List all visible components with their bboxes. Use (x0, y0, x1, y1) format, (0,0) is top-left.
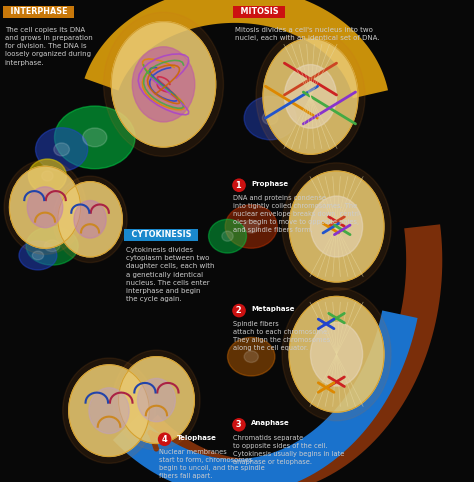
Text: Prophase: Prophase (251, 181, 288, 187)
Text: Cytokinesis divides
cytoplasm between two
daughter cells, each with
a geneticall: Cytokinesis divides cytoplasm between tw… (126, 247, 214, 302)
Ellipse shape (36, 128, 88, 171)
Ellipse shape (42, 171, 53, 181)
Ellipse shape (225, 205, 277, 248)
Ellipse shape (282, 288, 391, 421)
Ellipse shape (9, 166, 81, 248)
Ellipse shape (244, 220, 259, 233)
Ellipse shape (113, 350, 200, 450)
Ellipse shape (103, 13, 223, 156)
Text: DNA and proteins condense
into tightly coiled chromosomes. The
nuclear envelope : DNA and proteins condense into tightly c… (233, 195, 362, 233)
Text: INTERPHASE: INTERPHASE (5, 7, 73, 16)
Ellipse shape (54, 143, 69, 156)
Text: CYTOKINESIS: CYTOKINESIS (126, 230, 197, 240)
Ellipse shape (58, 182, 122, 257)
Text: Nuclear membranes
start to form, chromosomes
begin to uncoil, and the spindle
fi: Nuclear membranes start to form, chromos… (159, 449, 264, 479)
Text: Telophase: Telophase (177, 435, 217, 441)
Text: MITOSIS: MITOSIS (235, 7, 284, 16)
Ellipse shape (28, 159, 66, 193)
Text: Anaphase: Anaphase (251, 420, 290, 426)
Ellipse shape (222, 231, 233, 241)
Ellipse shape (284, 65, 337, 128)
Text: Chromatids separate
to opposite sides of the cell.
Cytokinesis usually begins in: Chromatids separate to opposite sides of… (233, 435, 345, 465)
Ellipse shape (228, 337, 275, 376)
Ellipse shape (310, 196, 363, 257)
Ellipse shape (74, 201, 106, 238)
Text: 4: 4 (159, 435, 171, 444)
Text: Spindle fibers
attach to each chromosome.
They align the chromosomes
along the c: Spindle fibers attach to each chromosome… (233, 321, 330, 350)
Ellipse shape (263, 39, 358, 154)
Ellipse shape (63, 358, 155, 463)
Ellipse shape (4, 160, 86, 254)
Ellipse shape (209, 219, 246, 253)
Ellipse shape (310, 322, 363, 386)
Ellipse shape (83, 128, 107, 147)
Text: 3: 3 (233, 420, 245, 429)
Ellipse shape (262, 111, 278, 124)
Ellipse shape (55, 106, 135, 169)
Ellipse shape (118, 357, 194, 443)
Ellipse shape (244, 96, 296, 140)
Ellipse shape (282, 163, 391, 290)
Text: The cell copies its DNA
and grows in preparation
for division. The DNA is
loosel: The cell copies its DNA and grows in pre… (5, 27, 92, 66)
Ellipse shape (19, 241, 57, 270)
Text: Mitosis divides a cell's nucleus into two
nuclei, each with an identical set of : Mitosis divides a cell's nucleus into tw… (235, 27, 379, 41)
Ellipse shape (137, 378, 175, 422)
Ellipse shape (53, 176, 127, 263)
Ellipse shape (111, 22, 216, 147)
Ellipse shape (132, 47, 195, 122)
Ellipse shape (244, 351, 258, 362)
Ellipse shape (69, 365, 149, 456)
Text: 2: 2 (233, 306, 245, 315)
Text: 1: 1 (233, 181, 245, 190)
Ellipse shape (89, 388, 129, 434)
Ellipse shape (27, 187, 63, 228)
Ellipse shape (45, 240, 60, 252)
Ellipse shape (289, 296, 384, 412)
Text: Metaphase: Metaphase (251, 306, 295, 312)
Ellipse shape (26, 227, 78, 265)
Ellipse shape (256, 30, 365, 163)
Ellipse shape (289, 171, 384, 282)
Ellipse shape (32, 251, 44, 260)
